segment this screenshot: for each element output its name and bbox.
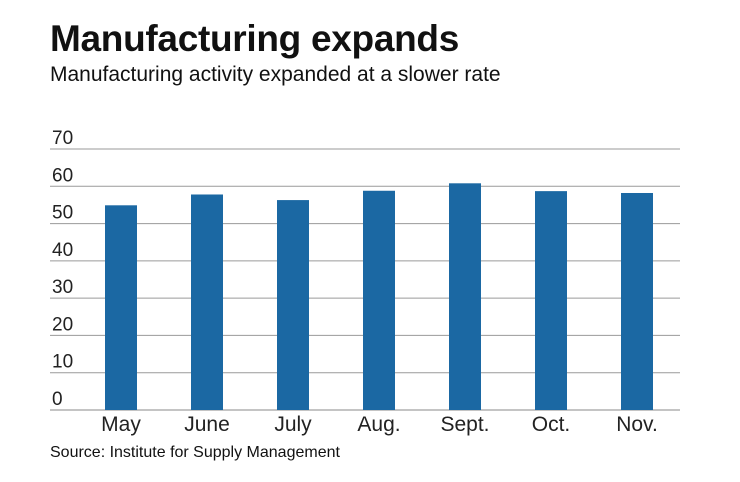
y-tick-label: 40: [52, 240, 73, 261]
y-tick-label: 10: [52, 352, 73, 373]
x-category-label: May: [101, 413, 141, 436]
x-category-label: Aug.: [357, 413, 400, 436]
chart-subtitle: Manufacturing activity expanded at a slo…: [50, 63, 501, 86]
y-axis-ticks: 0 10 20 30 40 50 60 70: [52, 128, 73, 410]
chart-title: Manufacturing expands: [50, 18, 459, 59]
x-category-label: July: [274, 413, 312, 436]
y-tick-label: 30: [52, 277, 73, 298]
bar-july: [277, 200, 309, 410]
y-tick-label: 0: [52, 389, 63, 410]
x-category-label: Nov.: [616, 413, 658, 436]
x-category-label: Sept.: [440, 413, 489, 436]
bar-june: [191, 194, 223, 410]
y-tick-label: 50: [52, 203, 73, 224]
x-category-label: June: [184, 413, 230, 436]
bars: [105, 183, 653, 410]
y-tick-label: 60: [52, 165, 73, 186]
bar-aug: [363, 190, 395, 410]
bar-oct: [535, 191, 567, 410]
source-note: Source: Institute for Supply Management: [50, 444, 340, 461]
x-axis-labels: May June July Aug. Sept. Oct. Nov.: [101, 413, 658, 436]
bar-sept: [449, 183, 481, 410]
y-tick-label: 70: [52, 128, 73, 149]
bar-nov: [621, 192, 653, 410]
bar-may: [105, 205, 137, 410]
y-tick-label: 20: [52, 314, 73, 335]
x-category-label: Oct.: [532, 413, 571, 436]
